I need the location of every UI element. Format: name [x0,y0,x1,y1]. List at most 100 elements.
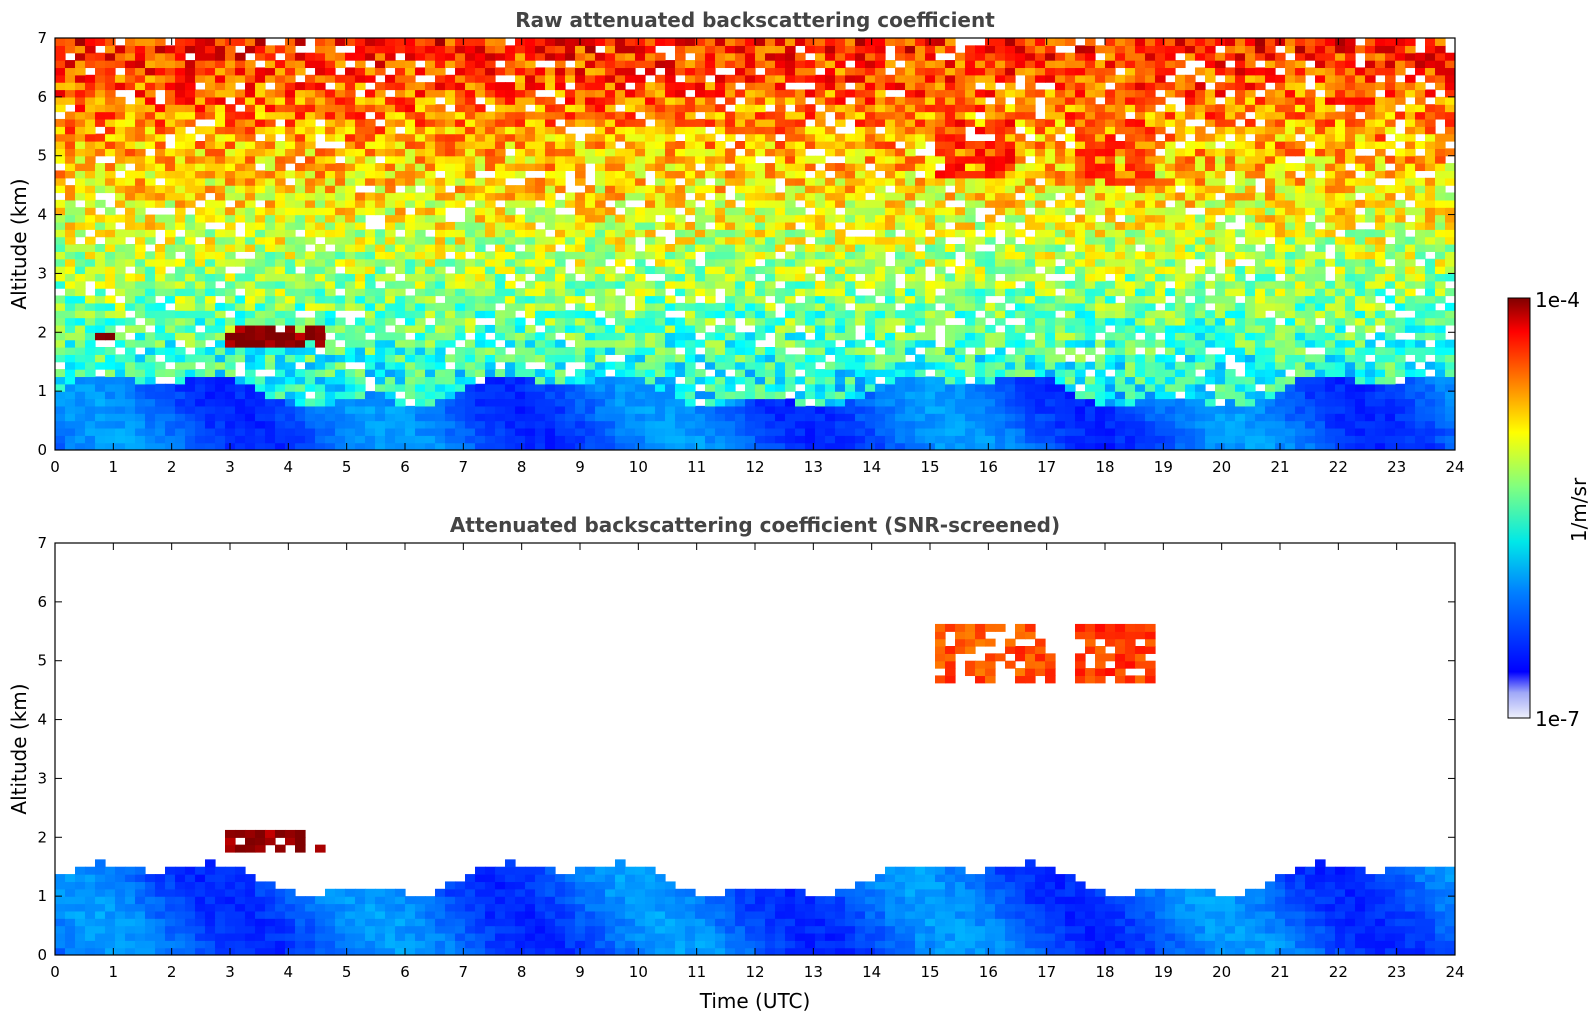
heatmap-cell [1025,391,1036,400]
heatmap-cell [905,339,916,348]
heatmap-cell [65,317,76,326]
heatmap-cell [1105,405,1116,414]
heatmap-cell [355,376,366,385]
heatmap-cell [1075,420,1086,429]
heatmap-cell [325,163,336,172]
heatmap-cell [145,427,156,436]
heatmap-cell [1215,221,1226,230]
heatmap-cell [155,199,166,208]
heatmap-cell [1045,427,1056,436]
heatmap-cell [1135,229,1146,238]
heatmap-cell [1105,347,1116,355]
heatmap-cell [1265,170,1276,179]
heatmap-cell [75,391,86,400]
heatmap-cell [1445,251,1455,260]
heatmap-cell [1325,391,1336,400]
heatmap-cell [1395,236,1406,245]
heatmap-cell [1025,376,1036,385]
heatmap-cell [275,435,286,444]
heatmap-cell [1435,413,1446,422]
heatmap-cell [1355,420,1366,429]
heatmap-cell [395,369,406,378]
heatmap-cell [945,310,956,319]
heatmap-cell [585,207,596,216]
heatmap-cell [1365,435,1376,444]
heatmap-cell [95,310,106,319]
heatmap-cell [1395,391,1406,400]
heatmap-cell [625,383,636,392]
heatmap-cell [1275,339,1286,348]
heatmap-cell [1285,244,1296,252]
heatmap-cell [415,273,426,282]
heatmap-cell [885,207,896,216]
heatmap-cell [605,420,616,429]
heatmap-cell [355,391,366,400]
heatmap-cell [1045,214,1056,223]
heatmap-cell [435,251,446,260]
heatmap-cell [265,317,276,326]
heatmap-cell [815,221,826,230]
heatmap-cell [555,442,566,450]
heatmap-cell [785,383,796,392]
heatmap-cell [815,244,826,252]
heatmap-cell [1165,170,1176,179]
heatmap-cell [1115,177,1126,186]
heatmap-cell [585,376,596,385]
heatmap-cell [315,442,326,450]
heatmap-cell [965,310,976,319]
heatmap-cell [745,427,756,436]
heatmap-cell [905,288,916,297]
heatmap-cell [605,288,616,297]
heatmap-cell [225,347,236,355]
heatmap-cell [1075,332,1086,341]
heatmap-cell [165,229,176,238]
heatmap-cell [155,244,166,252]
heatmap-cell [345,258,356,267]
heatmap-cell [335,229,346,238]
heatmap-cell [1405,207,1416,216]
heatmap-cell [585,214,596,223]
heatmap-cell [445,199,456,208]
heatmap-cell [845,413,856,422]
heatmap-cell [715,310,726,319]
heatmap-cell [295,207,306,216]
heatmap-cell [1365,376,1376,385]
heatmap-cell [1315,420,1326,429]
heatmap-cell [1185,361,1196,370]
heatmap-cell [935,199,946,208]
heatmap-cell [355,317,366,326]
heatmap-cell [895,163,906,172]
heatmap-cell [975,442,986,450]
heatmap-cell [1425,427,1436,436]
heatmap-cell [125,317,136,326]
heatmap-cell [1145,435,1156,444]
heatmap-cell [635,376,646,385]
heatmap-cell [1375,170,1386,179]
heatmap-cell [1395,185,1406,194]
heatmap-cell [195,221,206,230]
heatmap-cell [125,244,136,252]
heatmap-cell [625,229,636,238]
heatmap-cell [1415,221,1426,230]
heatmap-cell [745,442,756,450]
heatmap-cell [405,361,416,370]
heatmap-cell [1375,288,1386,297]
heatmap-cell [125,361,136,370]
heatmap-cell [245,354,256,363]
heatmap-cell [105,236,116,245]
heatmap-cell [925,295,936,304]
heatmap-cell [135,405,146,414]
heatmap-cell [595,317,606,326]
heatmap-cell [715,221,726,230]
heatmap-cell [125,369,136,378]
heatmap-cell [1275,288,1286,297]
heatmap-cell [955,185,966,194]
heatmap-cell [505,413,516,422]
heatmap-cell [975,427,986,436]
heatmap-cell [275,170,286,179]
heatmap-cell [1255,442,1266,450]
heatmap-cell [1025,273,1036,282]
heatmap-cell [1355,288,1366,297]
heatmap-cell [1385,185,1396,194]
heatmap-cell [1005,221,1016,230]
